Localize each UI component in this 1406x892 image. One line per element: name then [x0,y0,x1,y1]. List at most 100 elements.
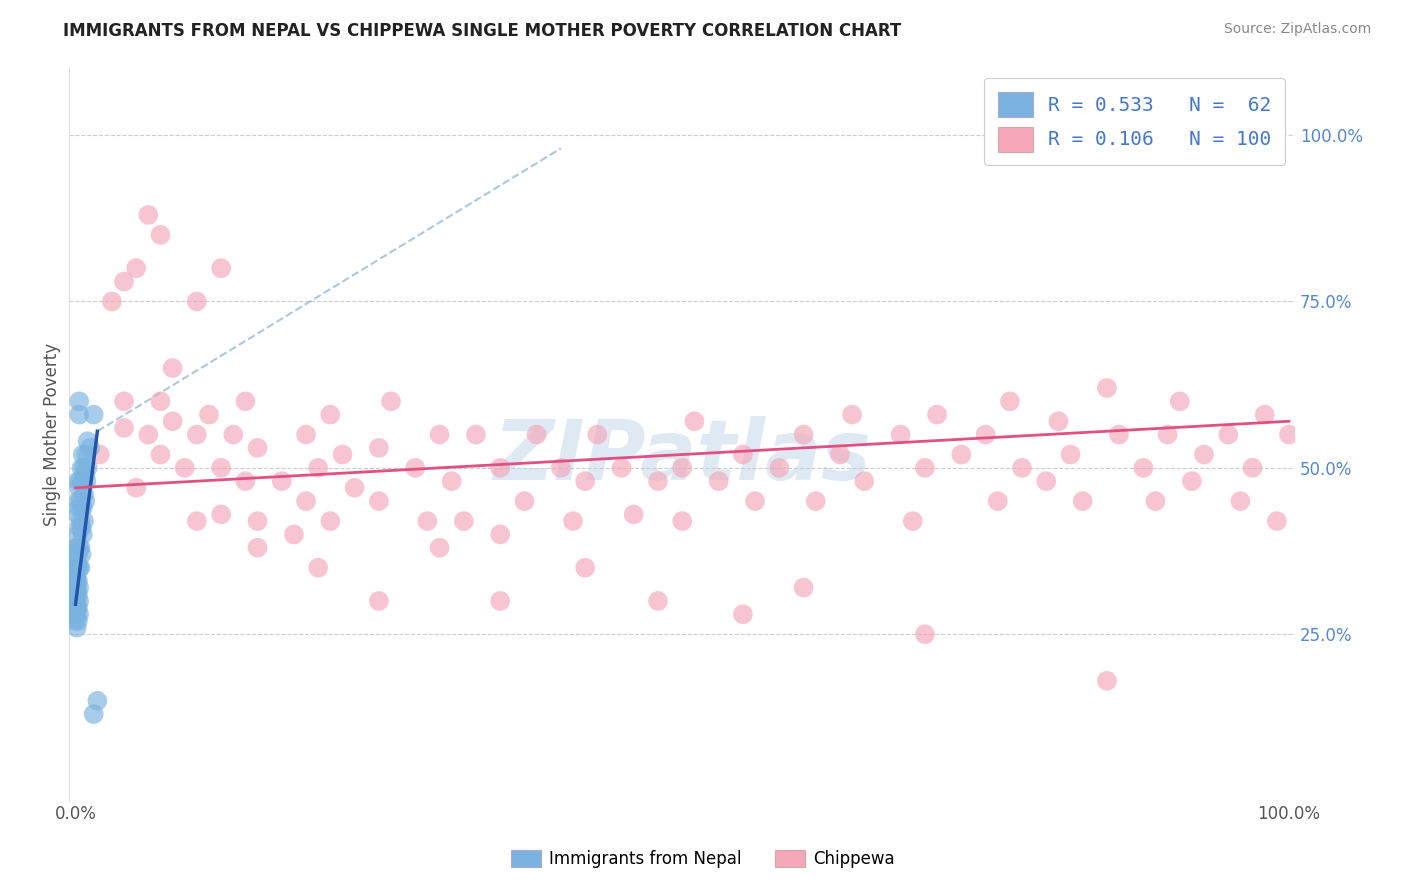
Point [72,527,94,541]
Point [222,427,245,442]
Point [112,394,135,409]
Point [1047,414,1070,428]
Point [76,434,98,449]
Point [73,514,96,528]
Point [65,594,87,608]
Point [65,614,87,628]
Point [67,394,90,409]
Point [768,460,790,475]
Point [793,581,815,595]
Point [75,467,97,482]
Point [66,614,89,628]
Point [70,460,93,475]
Point [465,427,488,442]
Point [950,448,973,462]
Point [79,441,101,455]
Point [332,448,354,462]
Point [86,694,108,708]
Point [914,460,936,475]
Point [1144,494,1167,508]
Point [890,427,912,442]
Point [75,448,97,462]
Point [125,261,148,276]
Point [70,500,93,515]
Point [1168,394,1191,409]
Point [914,627,936,641]
Point [66,547,89,561]
Point [66,607,89,622]
Point [998,394,1021,409]
Point [550,460,572,475]
Point [112,421,135,435]
Point [69,560,91,574]
Point [67,541,90,555]
Point [925,408,948,422]
Point [67,581,90,595]
Point [235,474,257,488]
Point [1278,427,1301,442]
Point [489,594,512,608]
Point [1241,460,1264,475]
Point [66,541,89,555]
Point [149,227,172,242]
Point [136,427,159,442]
Point [198,408,221,422]
Point [66,600,89,615]
Point [367,494,389,508]
Point [112,275,135,289]
Text: IMMIGRANTS FROM NEPAL VS CHIPPEWA SINGLE MOTHER POVERTY CORRELATION CHART: IMMIGRANTS FROM NEPAL VS CHIPPEWA SINGLE… [63,22,901,40]
Point [66,587,89,601]
Point [731,448,754,462]
Point [1229,494,1251,508]
Point [65,587,87,601]
Point [1156,427,1178,442]
Point [65,554,87,568]
Point [65,581,87,595]
Point [683,414,706,428]
Point [69,494,91,508]
Point [235,394,257,409]
Point [1095,381,1118,395]
Point [1218,427,1240,442]
Point [72,448,94,462]
Point [841,408,863,422]
Point [1095,673,1118,688]
Point [101,294,124,309]
Point [72,474,94,488]
Point [66,581,89,595]
Point [89,448,111,462]
Point [149,448,172,462]
Point [66,574,89,588]
Point [66,621,89,635]
Point [65,600,87,615]
Point [246,514,269,528]
Point [67,521,90,535]
Point [149,394,172,409]
Point [1253,408,1275,422]
Point [76,460,98,475]
Point [610,460,633,475]
Point [901,514,924,528]
Point [380,394,402,409]
Point [574,560,596,574]
Point [319,408,342,422]
Point [974,427,997,442]
Point [69,541,91,555]
Legend: R = 0.533   N =  62, R = 0.106   N = 100: R = 0.533 N = 62, R = 0.106 N = 100 [984,78,1285,165]
Point [209,261,232,276]
Point [1181,474,1204,488]
Point [186,427,208,442]
Point [66,554,89,568]
Legend: Immigrants from Nepal, Chippewa: Immigrants from Nepal, Chippewa [505,843,901,875]
Point [429,541,451,555]
Point [67,408,90,422]
Text: Source: ZipAtlas.com: Source: ZipAtlas.com [1223,22,1371,37]
Point [1071,494,1094,508]
Point [828,448,851,462]
Point [586,427,609,442]
Point [307,560,329,574]
Point [65,541,87,555]
Y-axis label: Single Mother Poverty: Single Mother Poverty [44,343,60,526]
Text: ZIPatlas: ZIPatlas [494,416,872,497]
Point [69,514,91,528]
